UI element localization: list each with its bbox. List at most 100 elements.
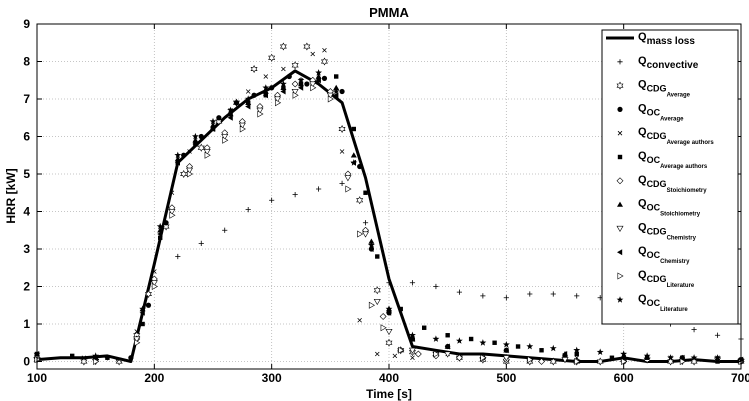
legend-label-sub: OC [647, 250, 661, 260]
data-point-cdg-average-authors [281, 66, 286, 72]
data-point-oc-average [321, 75, 328, 81]
data-point-oc-average-authors [351, 126, 356, 132]
data-point-oc-average [304, 81, 310, 87]
data-point-cdg-average [320, 57, 328, 66]
data-point-cdg-literature [292, 91, 299, 99]
data-point-oc-chemistry [444, 343, 450, 350]
data-point-cdg-average-authors [310, 51, 316, 57]
legend-label: QCDGLiterature [638, 269, 695, 289]
data-point-cdg-chemistry [309, 81, 317, 88]
legend-label-subsub: Average authors [660, 164, 708, 170]
data-point-cdg-average [667, 357, 675, 366]
legend-entry-oc-chemistry: QOCChemistry [617, 245, 690, 265]
legend-label-subsub: Literature [667, 283, 695, 289]
legend-marker [617, 59, 623, 65]
data-point-oc-average [163, 220, 169, 226]
chart-title: PMMA [369, 5, 409, 20]
legend-entry-cdg-chemistry: QCDGChemistry [616, 221, 697, 241]
data-point-cdg-average [291, 61, 299, 70]
data-point-cdg-average-authors [169, 190, 175, 196]
x-tick-label: 600 [614, 371, 634, 385]
legend-label-subsub: Stoichiometry [667, 188, 708, 194]
legend: Qmass lossQconvectiveQCDGAverageQOCAvera… [601, 29, 739, 325]
data-point-cdg-literature [257, 110, 264, 118]
data-point-cdg-literature [169, 211, 176, 219]
data-point-oc-stoichiometry [315, 73, 322, 79]
data-point-oc-chemistry [620, 354, 626, 361]
legend-label: QOCAverage authors [638, 150, 708, 170]
data-point-cdg-chemistry [326, 92, 334, 99]
data-point-oc-chemistry [315, 77, 321, 84]
legend-label: Qmass loss [638, 31, 695, 47]
legend-label-subsub: Stoichiometry [660, 212, 701, 218]
legend-marker [617, 106, 623, 112]
data-point-oc-literature [502, 341, 510, 348]
data-point-oc-average-authors [363, 190, 368, 195]
legend-label-sub: CDG [647, 226, 667, 236]
data-point-cdg-average-authors [410, 355, 415, 361]
data-point-cdg-literature [345, 185, 352, 193]
data-point-oc-average-authors [375, 254, 380, 259]
data-point-oc-average-authors [468, 336, 474, 342]
legend-label: QCDGChemistry [638, 221, 697, 241]
data-point-oc-average [233, 100, 240, 106]
data-point-convective [409, 280, 416, 286]
data-point-cdg-chemistry [150, 280, 158, 287]
legend-label-sub: OC [647, 155, 661, 165]
data-point-oc-literature [262, 84, 270, 91]
data-point-oc-chemistry [503, 347, 509, 354]
data-point-oc-literature [156, 222, 164, 230]
data-point-cdg-average [250, 64, 258, 74]
x-tick-label: 200 [144, 371, 164, 385]
data-point-cdg-stoichiometry [379, 313, 387, 320]
data-point-oc-literature [479, 339, 487, 346]
data-point-convective [198, 240, 204, 246]
data-point-cdg-average [596, 357, 604, 366]
data-point-cdg-literature [527, 356, 534, 364]
data-point-cdg-literature [204, 151, 211, 159]
legend-marker [616, 296, 624, 303]
data-point-cdg-stoichiometry [414, 350, 422, 358]
data-point-oc-average-authors [539, 348, 544, 353]
legend-entry-convective: Qconvective [617, 55, 699, 71]
data-point-oc-average-authors [334, 74, 339, 79]
data-point-cdg-average-authors [263, 74, 269, 79]
data-point-oc-literature [620, 350, 628, 357]
data-point-oc-literature [192, 132, 199, 140]
data-point-cdg-average [373, 286, 381, 295]
y-tick-label: 3 [23, 242, 30, 256]
data-point-oc-literature [315, 69, 322, 76]
legend-entry-cdg-literature: QCDGLiterature [617, 269, 695, 289]
data-point-cdg-literature [93, 357, 100, 366]
legend-marker [617, 154, 623, 160]
data-point-oc-average [198, 133, 204, 140]
legend-label: Qconvective [638, 55, 699, 71]
data-point-cdg-literature [480, 354, 487, 362]
data-point-convective [691, 327, 697, 333]
data-point-oc-chemistry [192, 141, 198, 147]
data-point-oc-average-authors [609, 355, 615, 360]
data-point-cdg-stoichiometry [455, 354, 463, 362]
legend-label-subsub: Chemistry [660, 259, 690, 265]
legend-entry-oc-stoichiometry: QOCStoichiometry [617, 198, 701, 218]
tick-layer: 100 200 300 400 500 600 700 0 1 2 3 4 5 6 7 8 9 [23, 17, 749, 385]
y-tick-label: 8 [23, 55, 30, 69]
data-point-cdg-literature [187, 170, 194, 178]
data-point-cdg-literature [380, 324, 387, 332]
data-point-convective [245, 207, 251, 213]
data-point-cdg-literature [275, 99, 282, 107]
data-point-oc-literature [174, 151, 182, 159]
data-point-oc-literature [526, 342, 534, 350]
data-point-cdg-literature [134, 339, 141, 347]
legend-label: QCDGStoichiometry [638, 174, 707, 194]
data-point-oc-chemistry [227, 114, 233, 121]
y-tick-label: 2 [23, 280, 30, 294]
data-point-convective [714, 332, 721, 338]
data-point-oc-literature [139, 305, 146, 312]
x-tick-label: 100 [27, 371, 47, 385]
y-tick-label: 7 [23, 92, 30, 106]
data-point-oc-stoichiometry [368, 238, 375, 244]
x-tick-label: 300 [262, 371, 282, 385]
legend-label-sub: OC [647, 298, 661, 308]
legend-marker [616, 225, 624, 233]
